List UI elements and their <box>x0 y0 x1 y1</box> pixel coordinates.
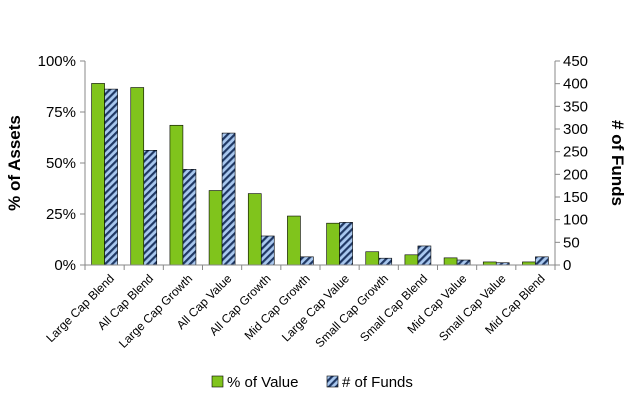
x-category-label: Small Cap Growth <box>312 271 391 350</box>
y-tick-label-left: 75% <box>46 104 76 121</box>
bar-value-7 <box>365 251 380 266</box>
y-tick-label-right: 250 <box>563 144 588 161</box>
bar-value-0 <box>91 83 105 266</box>
bar-funds-5 <box>300 256 314 266</box>
y-tick-label-right: 200 <box>563 166 588 183</box>
bar-value-5 <box>287 215 301 266</box>
bar-value-9 <box>443 257 458 266</box>
y-tick-label-right: 0 <box>563 257 571 274</box>
y-tick-label-right: 150 <box>563 189 588 206</box>
y-tick-label-right: 100 <box>563 212 588 229</box>
y-tick-label-right: 350 <box>563 98 588 115</box>
bar-funds-1 <box>143 150 158 266</box>
y-tick-label-left: 25% <box>46 206 76 223</box>
bar-funds-7 <box>378 257 393 266</box>
x-category-label: Small Cap Blend <box>357 271 430 344</box>
legend-swatch-funds <box>326 375 339 388</box>
bar-value-3 <box>208 190 223 266</box>
x-category-label: Large Cap Growth <box>116 271 195 350</box>
legend: % of Value # of Funds <box>211 374 413 391</box>
legend-label-value: % of Value <box>227 374 298 391</box>
bar-funds-8 <box>417 245 432 266</box>
y-tick-label-left: 0% <box>54 257 76 274</box>
y-tick-label-right: 450 <box>563 53 588 70</box>
y-tick-label-left: 100% <box>38 53 76 70</box>
bar-funds-4 <box>260 235 275 266</box>
bar-value-6 <box>326 222 340 266</box>
y-axis-title-right: # of Funds <box>608 120 627 206</box>
bar-funds-6 <box>339 222 353 266</box>
plot-area: 0% 25% 50% 75% 100% 0 50 100 150 200 250 300 350 400 4… <box>38 53 588 351</box>
bar-funds-3 <box>221 132 236 266</box>
bar-funds-11 <box>535 256 549 266</box>
y-tick-label-left: 50% <box>46 155 76 172</box>
legend-swatch-value <box>211 375 224 388</box>
y-axis-title-left: % of Assets <box>5 115 24 211</box>
legend-label-funds: # of Funds <box>342 374 413 391</box>
y-tick-label-right: 400 <box>563 76 588 93</box>
x-category-label: Large Cap Blend <box>43 271 117 345</box>
x-category-label: Large Cap Value <box>279 271 352 344</box>
y-tick-label-right: 50 <box>563 234 580 251</box>
bar-value-1 <box>130 87 145 266</box>
y-tick-label-right: 300 <box>563 121 588 138</box>
bar-value-4 <box>247 193 262 266</box>
bar-value-2 <box>169 124 184 266</box>
x-category-label: Small Cap Value <box>436 271 509 344</box>
bar-funds-2 <box>182 169 197 266</box>
bar-value-8 <box>404 254 419 266</box>
bar-funds-0 <box>104 88 118 266</box>
bar-funds-9 <box>456 259 471 266</box>
